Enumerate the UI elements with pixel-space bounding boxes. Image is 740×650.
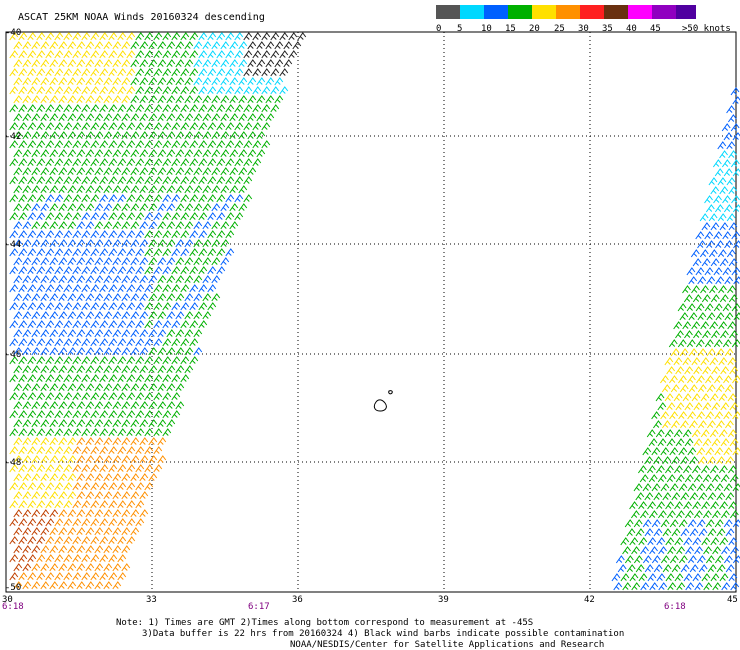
legend-label: 35 (602, 24, 613, 34)
time-label: 6:18 (664, 602, 686, 612)
legend-label: 25 (554, 24, 565, 34)
footnote-line: NOAA/NESDIS/Center for Satellite Applica… (290, 640, 604, 650)
legend-label: 10 (481, 24, 492, 34)
speed-legend: 0 5 10 15 20 25 30 35 40 45 >50 knots (436, 5, 731, 34)
legend-swatch (580, 5, 604, 19)
legend-swatch (484, 5, 508, 19)
legend-swatch (460, 5, 484, 19)
legend-swatch (436, 5, 460, 19)
lat-label: -46 (5, 350, 21, 360)
time-label: 6:17 (248, 602, 270, 612)
legend-label: >50 knots (682, 24, 731, 34)
plot-frame (5, 31, 737, 593)
wind-swath-east (611, 87, 740, 591)
legend-label: 5 (457, 24, 462, 34)
footnote-line: Note: 1) Times are GMT 2)Times along bot… (116, 618, 533, 628)
lat-label: -40 (5, 28, 21, 38)
lat-label: -48 (5, 458, 21, 468)
legend-swatch (508, 5, 532, 19)
lon-label: 39 (438, 595, 449, 605)
lon-label: 36 (292, 595, 303, 605)
lon-label: 33 (146, 595, 157, 605)
lat-label: -44 (5, 240, 21, 250)
legend-swatch (604, 5, 628, 19)
legend-swatch (628, 5, 652, 19)
lon-label: 45 (727, 595, 738, 605)
footnote-line: 3)Data buffer is 22 hrs from 20160324 4)… (142, 629, 624, 639)
lon-label: 30 (2, 595, 13, 605)
graticule (6, 32, 736, 592)
wind-swath-west (9, 32, 307, 590)
map-title: ASCAT 25KM NOAA Winds 20160324 descendin… (18, 12, 265, 23)
legend-label: 40 (626, 24, 637, 34)
island-outline (373, 390, 393, 412)
legend-swatch (652, 5, 676, 19)
legend-swatch (556, 5, 580, 19)
lat-label: -50 (5, 583, 21, 593)
lat-label: -42 (5, 132, 21, 142)
lon-label: 42 (584, 595, 595, 605)
legend-label: 45 (650, 24, 661, 34)
legend-label: 15 (505, 24, 516, 34)
legend-label: 20 (529, 24, 540, 34)
legend-swatch (676, 5, 696, 19)
legend-label: 30 (578, 24, 589, 34)
time-label: 6:18 (2, 602, 24, 612)
legend-label: 0 (436, 24, 441, 34)
legend-swatch (532, 5, 556, 19)
